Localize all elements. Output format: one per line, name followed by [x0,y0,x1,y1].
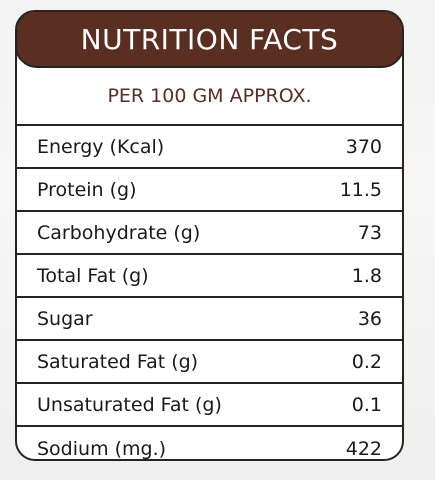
nutrient-label: Total Fat (g) [37,264,149,287]
nutrient-value: 370 [345,135,382,158]
nutrient-label: Energy (Kcal) [37,135,165,158]
label-title: NUTRITION FACTS [80,22,339,56]
nutrient-value: 36 [357,307,382,330]
nutrient-label: Protein (g) [37,178,137,201]
nutrient-value: 422 [345,437,382,460]
nutrient-row-saturated-fat: Saturated Fat (g) 0.2 [17,341,402,384]
nutrient-row-protein: Protein (g) 11.5 [17,169,402,212]
nutrient-table: Energy (Kcal) 370 Protein (g) 11.5 Carbo… [17,126,402,460]
nutrient-label: Unsaturated Fat (g) [37,393,222,416]
serving-size-note: PER 100 GM APPROX. [17,68,402,126]
nutrient-row-sugar: Sugar 36 [17,298,402,341]
nutrient-label: Sodium (mg.) [37,437,167,460]
nutrient-row-unsaturated-fat: Unsaturated Fat (g) 0.1 [17,384,402,427]
nutrient-label: Carbohydrate (g) [37,221,201,244]
nutrient-row-energy: Energy (Kcal) 370 [17,126,402,169]
nutrient-label: Sugar [37,307,93,330]
nutrient-value: 0.2 [351,350,382,373]
nutrient-value: 0.1 [351,393,382,416]
nutrient-value: 73 [357,221,382,244]
nutrient-value: 11.5 [339,178,382,201]
nutrient-row-sodium: Sodium (mg.) 422 [17,427,402,460]
title-bar: NUTRITION FACTS [17,12,402,68]
nutrition-label: NUTRITION FACTS PER 100 GM APPROX. Energ… [15,10,404,461]
nutrient-row-carbohydrate: Carbohydrate (g) 73 [17,212,402,255]
nutrient-value: 1.8 [351,264,382,287]
nutrient-row-total-fat: Total Fat (g) 1.8 [17,255,402,298]
nutrient-label: Saturated Fat (g) [37,350,199,373]
